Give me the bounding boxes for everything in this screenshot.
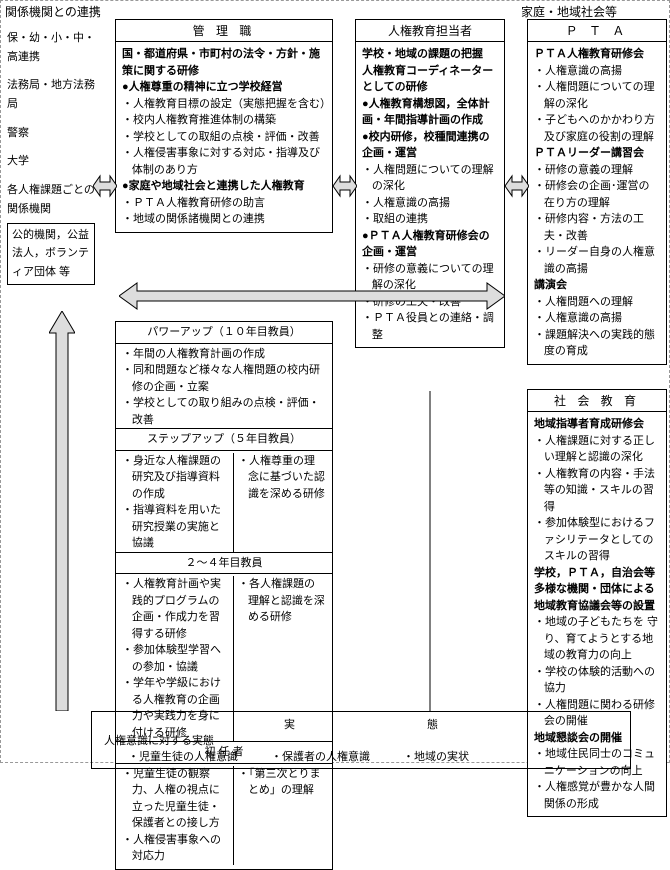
- sidebar-item: 警察: [7, 124, 95, 143]
- li: ・ＰＴＡ役員との連絡・調整: [362, 310, 498, 343]
- li: ・学校としての取組の点検・評価・改善: [122, 129, 326, 146]
- li: ・校内人権教育推進体制の構築: [122, 112, 326, 129]
- li: ・人権侵害事象への対応力: [122, 832, 229, 865]
- diagram-container: 関係機関との連携 家庭・地域社会等 保・幼・小・中・高連携 法務局・地方法務局 …: [0, 0, 670, 763]
- bottom-title: 実 態: [104, 716, 618, 732]
- header-left: 関係機関との連携: [5, 3, 101, 20]
- li: ・各人権課題の理解と認識を深める研修: [238, 576, 326, 626]
- col1-lead: 国・都道府県・市町村の法令・方針・施策に関する研修: [122, 46, 326, 79]
- col2-h3: ●ＰＴＡ人権教育研修会の企画・運営: [362, 228, 498, 261]
- li: ・年間の人権教育計画の作成: [122, 346, 326, 363]
- li: ・児童生徒の観察力、人権の視点に立った児童生徒・保護者との接し方: [122, 766, 229, 832]
- li: ・地域の子どもたちを 守り、育てようとする地域の教育力の向上: [534, 614, 660, 664]
- soc-h1: 地域指導者育成研修会: [534, 416, 660, 433]
- soc-title: 社 会 教 育: [528, 390, 666, 412]
- li: ・研修会の企画･運営の在り方の理解: [534, 178, 660, 211]
- pta-h2: ＰＴＡリーダー講習会: [534, 145, 660, 162]
- li: ・人権意識の高揚: [362, 195, 498, 212]
- sidebar-item: 法務局・地方法務局: [7, 76, 95, 113]
- pta-title: Ｐ Ｔ Ａ: [528, 20, 666, 42]
- col1-list1: ・人権教育目標の設定（実態把握を含む） ・校内人権教育推進体制の構築 ・学校とし…: [122, 96, 326, 179]
- li: ・課題解決への実践的態度の育成: [534, 327, 660, 360]
- li: ・指導資料を用いた研究授業の実施と協議: [122, 502, 229, 552]
- li: ・人権教育の内容・手法等の知識・スキルの習得: [534, 466, 660, 516]
- sidebar-item: 保・幼・小・中・高連携: [7, 29, 95, 66]
- li: ・参加体験型におけるファシリテータとしてのスキルの習得: [534, 515, 660, 565]
- pta-box: Ｐ Ｔ Ａ ＰＴＡ人権教育研修会 ・人権意識の高揚・人権問題についての理解の深化…: [527, 19, 667, 365]
- li: ・学校としての取り組みの点検・評価・改善: [122, 395, 326, 428]
- col1-title: 管 理 職: [116, 20, 332, 42]
- li: ・人権問題への理解: [534, 294, 660, 311]
- li: ・人権問題についての理解の深化: [362, 162, 498, 195]
- stepup-title: ステップアップ（５年目教員）: [116, 428, 332, 451]
- li: ・人権意識の高揚: [534, 63, 660, 80]
- sidebar: 保・幼・小・中・高連携 法務局・地方法務局 警察 大学 各人権課題ごとの関係機関…: [7, 29, 95, 285]
- li: ・人権教育計画や実践的プログラムの企画・作成力を習得する研修: [122, 576, 229, 642]
- sidebar-box: 公的機関，公益法人，ボランティア団体 等: [7, 223, 95, 285]
- bottom-box: 実 態 人権意識に対する実態 ・児童生徒の人権意識 ・保護者の人権意識 ・地域の…: [91, 711, 631, 769]
- li: ・「第三次とりまとめ」の理解: [238, 766, 326, 799]
- li: ・人権侵害事象に対する対応・指導及び体制のあり方: [122, 145, 326, 178]
- li: ・人権感覚が豊かな人間関係の形成: [534, 779, 660, 812]
- bottom-sub: 人権意識に対する実態: [104, 732, 618, 748]
- li: ・人権課題に対する正しい理解と認識の深化: [534, 433, 660, 466]
- li: ・参加体験型学習への参加・協議: [122, 642, 229, 675]
- li: ・学校の体験的活動への協力: [534, 664, 660, 697]
- wide-arrow-icon: [119, 281, 505, 311]
- col2-h2: ●校内研修，校種間連携の企画・運営: [362, 129, 498, 162]
- bottom-items: ・児童生徒の人権意識 ・保護者の人権意識 ・地域の実状: [104, 748, 618, 764]
- up-arrow-icon: [49, 311, 75, 711]
- li: ・子どもへのかかわり方及び家庭の役割の理解: [534, 112, 660, 145]
- col1-box: 管 理 職 国・都道府県・市町村の法令・方針・施策に関する研修 ●人権尊重の精神…: [115, 19, 333, 233]
- li: ・身近な人権課題の研究及び指導資料の作成: [122, 453, 229, 503]
- arrow-icon: [505, 171, 529, 201]
- arrow-icon: [333, 171, 357, 201]
- li: ・人権問題についての理解の深化: [534, 79, 660, 112]
- powerup-box: パワーアップ（１０年目教員） ・年間の人権教育計画の作成 ・同和問題など様々な人…: [115, 321, 333, 870]
- pta-h1: ＰＴＡ人権教育研修会: [534, 46, 660, 63]
- col2-h1: ●人権教育構想図，全体計画・年間指導計画の作成: [362, 96, 498, 129]
- arrow-icon: [93, 171, 117, 201]
- li: ・リーダー自身の人権意識の高揚: [534, 244, 660, 277]
- soc-h2: 学校，ＰＴＡ，自治会等多様な機関・団体による地域教育協議会等の設置: [534, 565, 660, 615]
- col2-lead: 学校・地域の課題の把握 人権教育コーディネーターとしての研修: [362, 46, 498, 96]
- sidebar-item: 大学: [7, 152, 95, 171]
- header-right: 家庭・地域社会等: [521, 3, 617, 20]
- pta-h3: 講演会: [534, 277, 660, 294]
- li: ・地域の関係諸機関との連携: [122, 211, 326, 228]
- li: ・研修の意義の理解: [534, 162, 660, 179]
- li: ・人権教育目標の設定（実態把握を含む）: [122, 96, 326, 113]
- powerup-title: パワーアップ（１０年目教員）: [116, 322, 332, 344]
- y24-title: ２〜４年目教員: [116, 552, 332, 575]
- li: ・同和問題など様々な人権問題の校内研修の企画・立案: [122, 362, 326, 395]
- col1-content: 国・都道府県・市町村の法令・方針・施策に関する研修 ●人権尊重の精神に立つ学校経…: [116, 42, 332, 232]
- li: ・人権尊重の理念に基づいた認識を深める研修: [238, 453, 326, 503]
- li: ・ＰＴＡ人権教育研修の助言: [122, 195, 326, 212]
- li: ・取組の連携: [362, 211, 498, 228]
- li: ・研修内容・方法の工夫・改善: [534, 211, 660, 244]
- col2-title: 人権教育担当者: [356, 20, 504, 42]
- col1-h1: ●人権尊重の精神に立つ学校経営: [122, 79, 326, 96]
- col1-h2: ●家庭や地域社会と連携した人権教育: [122, 178, 326, 195]
- sidebar-item: 各人権課題ごとの関係機関: [7, 181, 95, 218]
- col1-list2: ・ＰＴＡ人権教育研修の助言 ・地域の関係諸機関との連携: [122, 195, 326, 228]
- li: ・人権意識の高揚: [534, 310, 660, 327]
- connector-line: [429, 391, 431, 711]
